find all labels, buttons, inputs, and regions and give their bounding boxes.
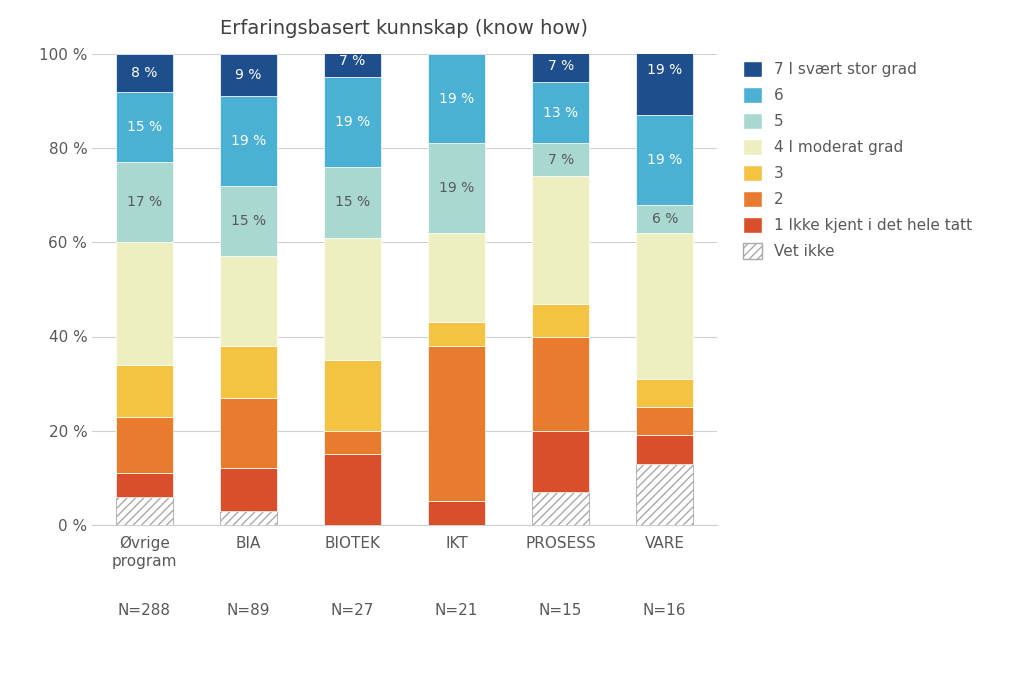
Bar: [428, 322, 485, 346]
Text: 7 %: 7 %: [548, 59, 573, 73]
Bar: [116, 497, 173, 525]
Bar: [532, 304, 589, 336]
Text: N=27: N=27: [331, 603, 374, 618]
Text: 5 %: 5 %: [443, 35, 470, 49]
Text: 13 %: 13 %: [543, 106, 579, 120]
Bar: [636, 115, 693, 205]
Bar: [324, 454, 381, 525]
Text: N=89: N=89: [226, 603, 270, 618]
Bar: [532, 82, 589, 143]
Text: 7 %: 7 %: [548, 153, 573, 167]
Text: 7 %: 7 %: [339, 54, 366, 68]
Bar: [324, 431, 381, 454]
Text: 19 %: 19 %: [335, 115, 370, 129]
Bar: [428, 501, 485, 525]
Text: 19 %: 19 %: [230, 134, 266, 148]
Title: Erfaringsbasert kunnskap (know how): Erfaringsbasert kunnskap (know how): [220, 20, 589, 38]
Bar: [532, 492, 589, 525]
Text: 19 %: 19 %: [647, 63, 682, 77]
Text: 15 %: 15 %: [127, 120, 162, 134]
Text: 19 %: 19 %: [439, 92, 474, 106]
Bar: [220, 186, 276, 256]
Text: 9 %: 9 %: [236, 68, 261, 82]
Bar: [532, 431, 589, 492]
Bar: [532, 49, 589, 82]
Text: N=21: N=21: [435, 603, 478, 618]
Bar: [636, 379, 693, 407]
Text: N=16: N=16: [643, 603, 686, 618]
Bar: [324, 44, 381, 77]
Bar: [532, 176, 589, 304]
Bar: [116, 242, 173, 365]
Bar: [532, 336, 589, 431]
Text: 15 %: 15 %: [335, 195, 370, 209]
Bar: [220, 468, 276, 511]
Bar: [324, 77, 381, 167]
Text: 19 %: 19 %: [647, 153, 682, 167]
Bar: [324, 360, 381, 431]
Bar: [116, 92, 173, 162]
Bar: [324, 238, 381, 360]
Text: 6 %: 6 %: [651, 212, 678, 225]
Bar: [428, 233, 485, 322]
Bar: [636, 26, 693, 115]
Legend: 7 I svært stor grad, 6, 5, 4 I moderat grad, 3, 2, 1 Ikke kjent i det hele tatt,: 7 I svært stor grad, 6, 5, 4 I moderat g…: [743, 61, 972, 259]
Bar: [532, 143, 589, 176]
Bar: [116, 417, 173, 473]
Bar: [428, 143, 485, 233]
Bar: [220, 96, 276, 186]
Bar: [636, 233, 693, 379]
Bar: [220, 54, 276, 96]
Text: 15 %: 15 %: [230, 214, 266, 228]
Bar: [220, 398, 276, 468]
Text: 17 %: 17 %: [127, 195, 162, 209]
Bar: [220, 511, 276, 525]
Bar: [636, 435, 693, 464]
Bar: [428, 30, 485, 54]
Bar: [116, 365, 173, 417]
Text: 8 %: 8 %: [131, 66, 158, 79]
Bar: [428, 346, 485, 501]
Text: N=288: N=288: [118, 603, 171, 618]
Bar: [220, 346, 276, 398]
Text: 19 %: 19 %: [439, 181, 474, 195]
Text: N=15: N=15: [539, 603, 583, 618]
Bar: [324, 167, 381, 238]
Bar: [636, 407, 693, 435]
Bar: [636, 464, 693, 525]
Bar: [116, 54, 173, 92]
Bar: [116, 162, 173, 242]
Bar: [220, 256, 276, 346]
Bar: [636, 205, 693, 233]
Bar: [428, 54, 485, 143]
Bar: [116, 473, 173, 497]
